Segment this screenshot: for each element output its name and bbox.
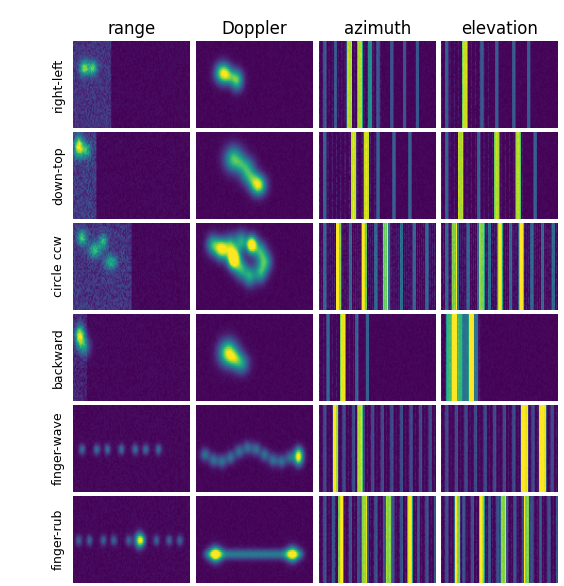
Text: range: range: [108, 20, 156, 38]
Text: azimuth: azimuth: [343, 20, 411, 38]
Text: finger-rub: finger-rub: [52, 509, 65, 570]
Text: Doppler: Doppler: [222, 20, 287, 38]
Text: down-top: down-top: [52, 146, 65, 205]
Text: backward: backward: [52, 327, 65, 388]
Text: finger-wave: finger-wave: [52, 412, 65, 485]
Text: elevation: elevation: [461, 20, 539, 38]
Text: circle ccw: circle ccw: [52, 236, 65, 298]
Text: right-left: right-left: [52, 57, 65, 111]
